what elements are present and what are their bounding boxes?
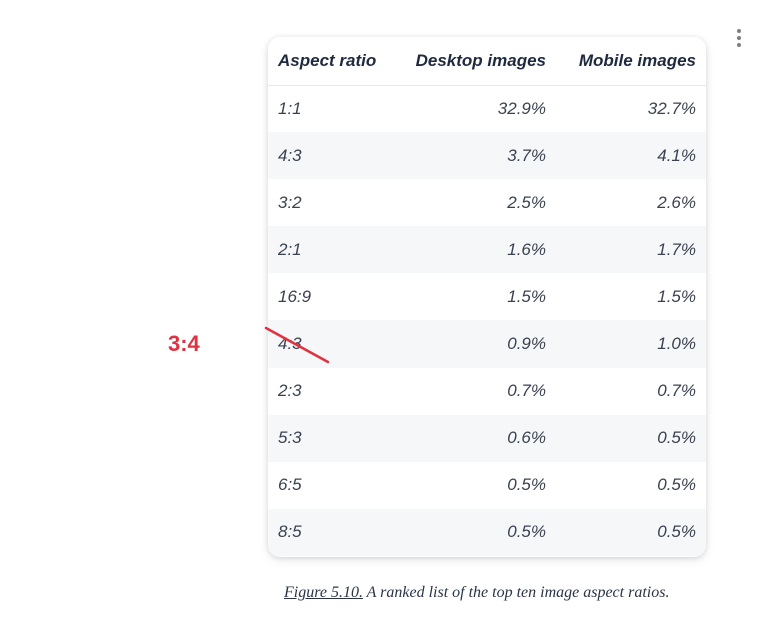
cell-mobile: 4.1% xyxy=(556,132,706,180)
menu-dot xyxy=(737,36,741,40)
menu-dot xyxy=(737,29,741,33)
cell-aspect-ratio: 6:5 xyxy=(278,475,302,495)
strikethrough-annotation xyxy=(264,326,330,364)
cell-mobile: 1.7% xyxy=(556,226,706,274)
cell-mobile: 0.5% xyxy=(556,414,706,462)
header-mobile-images: Mobile images xyxy=(556,37,706,86)
figure-caption: Figure 5.10. A ranked list of the top te… xyxy=(284,584,669,602)
cell-aspect-ratio: 16:9 xyxy=(278,286,312,306)
cell-mobile: 2.6% xyxy=(657,192,696,212)
table-row: 5:3 0.6% 0.5% xyxy=(268,414,706,462)
caption-text: A ranked list of the top ten image aspec… xyxy=(362,584,670,601)
cell-aspect-ratio: 8:5 xyxy=(268,508,394,556)
cell-mobile: 32.7% xyxy=(647,98,696,118)
table-row: 4:3 0.9% 1.0% xyxy=(268,320,706,368)
more-options-icon[interactable] xyxy=(729,28,749,48)
table-row: 2:1 1.6% 1.7% xyxy=(268,226,706,274)
cell-aspect-ratio: 4:3 xyxy=(268,320,394,368)
cell-aspect-ratio: 4:3 xyxy=(268,132,394,180)
aspect-ratio-table-card: Aspect ratio Desktop images Mobile image… xyxy=(268,37,706,557)
cell-aspect-ratio: 2:1 xyxy=(268,226,394,274)
table-row: 3:2 2.5% 2.6% xyxy=(268,179,706,226)
aspect-ratio-table: Aspect ratio Desktop images Mobile image… xyxy=(268,37,706,556)
cell-desktop: 3.7% xyxy=(394,132,556,180)
cell-aspect-ratio: 5:3 xyxy=(268,414,394,462)
cell-desktop: 32.9% xyxy=(497,98,546,118)
cell-mobile: 0.5% xyxy=(657,475,696,495)
cell-desktop: 2.5% xyxy=(507,192,546,212)
cell-desktop: 0.9% xyxy=(394,320,556,368)
table-row: 6:5 0.5% 0.5% xyxy=(268,462,706,509)
cell-mobile: 1.0% xyxy=(556,320,706,368)
table-row: 2:3 0.7% 0.7% xyxy=(268,368,706,415)
table-row: 4:3 3.7% 4.1% xyxy=(268,132,706,180)
header-aspect-ratio: Aspect ratio xyxy=(268,37,394,86)
cell-aspect-ratio: 2:3 xyxy=(278,381,302,401)
cell-desktop: 0.5% xyxy=(507,475,546,495)
cell-desktop: 1.5% xyxy=(507,286,546,306)
header-desktop-images: Desktop images xyxy=(394,37,556,86)
cell-mobile: 1.5% xyxy=(657,286,696,306)
table-row: 1:1 32.9% 32.7% xyxy=(268,85,706,132)
table-row: 8:5 0.5% 0.5% xyxy=(268,508,706,556)
cell-aspect-ratio: 3:2 xyxy=(278,192,302,212)
correction-annotation-label: 3:4 xyxy=(168,331,200,356)
figure-reference-link[interactable]: Figure 5.10. xyxy=(284,584,363,601)
table-row: 16:9 1.5% 1.5% xyxy=(268,273,706,320)
cell-mobile: 0.7% xyxy=(657,381,696,401)
cell-desktop: 1.6% xyxy=(394,226,556,274)
cell-desktop: 0.6% xyxy=(394,414,556,462)
table-header-row: Aspect ratio Desktop images Mobile image… xyxy=(268,37,706,86)
menu-dot xyxy=(737,43,741,47)
cell-mobile: 0.5% xyxy=(556,508,706,556)
cell-desktop: 0.5% xyxy=(394,508,556,556)
cell-desktop: 0.7% xyxy=(507,381,546,401)
cell-aspect-ratio: 1:1 xyxy=(278,98,302,118)
